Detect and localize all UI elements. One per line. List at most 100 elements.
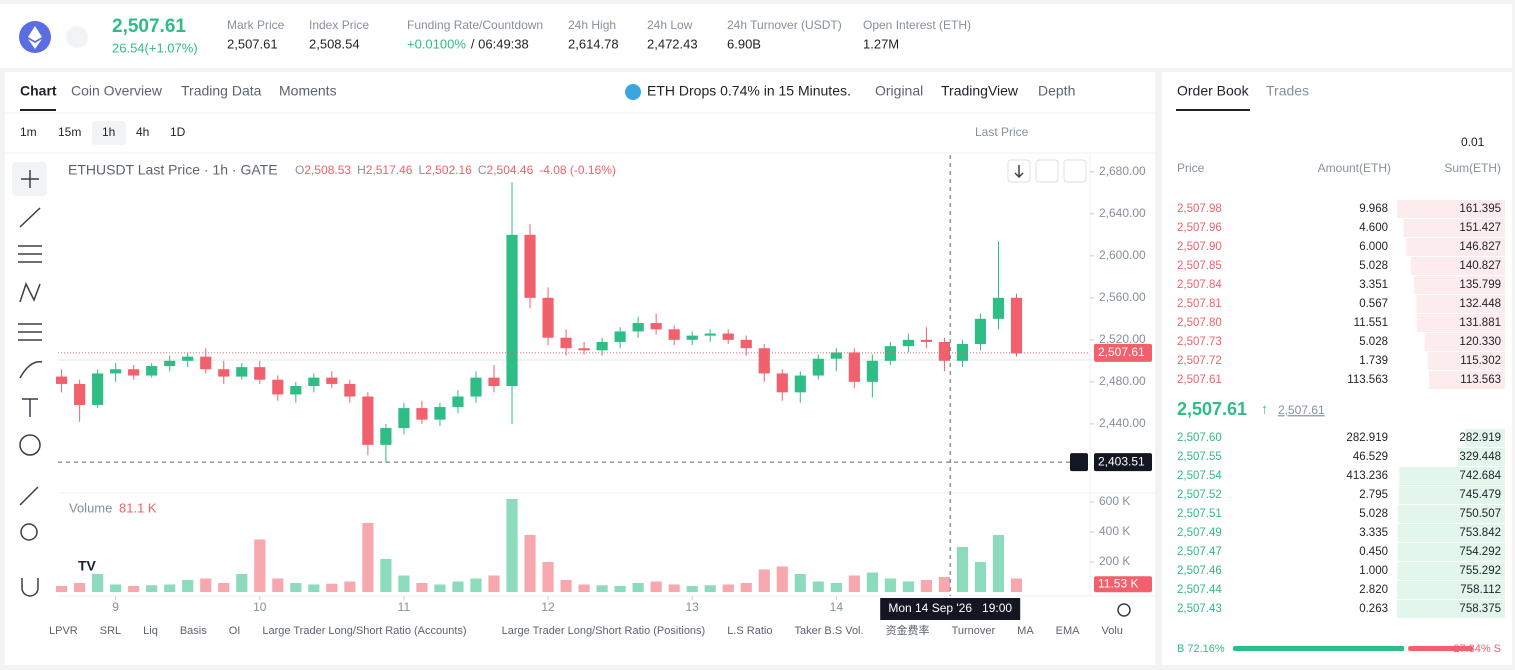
candle-body: [254, 367, 266, 380]
interval[interactable]: 1D: [170, 125, 186, 139]
volume-title: Volume: [69, 500, 112, 515]
ob-tab[interactable]: Trades: [1266, 83, 1309, 99]
view-tab[interactable]: TradingView: [941, 83, 1019, 99]
volume-bar: [1010, 578, 1023, 592]
y-tick-label: 2,440.00: [1099, 416, 1146, 430]
ob-amount: 1.739: [1359, 355, 1388, 367]
stat-value: 1.27M: [863, 36, 899, 51]
sell-ratio: 27.84% S: [1453, 643, 1501, 655]
indicator-tab[interactable]: 资金费率: [886, 623, 930, 637]
indicator-tab[interactable]: Volu: [1102, 625, 1123, 637]
depth-bar: [1399, 467, 1505, 485]
tick-size-select[interactable]: 0.01: [1461, 135, 1485, 149]
depth-bar: [1397, 562, 1505, 580]
candle-body: [560, 337, 572, 349]
stat-value: 2,614.78: [568, 36, 619, 51]
stat-value: 2,472.43: [647, 36, 698, 51]
depth-bar: [1397, 600, 1505, 618]
candle-body: [740, 339, 752, 349]
chart-btn[interactable]: [1063, 159, 1087, 183]
ob-sum: 161.395: [1459, 203, 1501, 215]
indicator-tab[interactable]: LPVR: [49, 625, 78, 637]
ob-column: Amount(ETH): [1318, 161, 1391, 175]
volume-bar: [722, 584, 734, 592]
volume-bar: [290, 582, 302, 592]
interval[interactable]: 4h: [136, 125, 149, 139]
candle-body: [506, 234, 518, 387]
ob-column: Price: [1177, 161, 1205, 175]
text-tool[interactable]: [22, 398, 38, 417]
ohlc-key: C: [478, 163, 487, 177]
y-tick-label: 2,640.00: [1099, 206, 1146, 220]
zoom-tool[interactable]: [20, 523, 38, 541]
last-price: 2,507.61: [112, 16, 186, 37]
depth-bar: [1416, 314, 1505, 332]
brush-tool[interactable]: [19, 361, 43, 379]
ob-tab[interactable]: Order Book: [1177, 83, 1250, 99]
news-ticker[interactable]: ETH Drops 0.74% in 15 Minutes.: [647, 83, 851, 99]
depth-bar: [1424, 333, 1505, 351]
volume-bar: [902, 581, 914, 592]
indicator-tab[interactable]: Large Trader Long/Short Ratio (Positions…: [502, 625, 706, 637]
indicator-tab[interactable]: OI: [229, 625, 241, 637]
volume-bar: [866, 572, 878, 592]
favorite-button[interactable]: [66, 26, 88, 48]
indicator-tab[interactable]: SRL: [100, 625, 121, 637]
emoji-tool[interactable]: [19, 434, 41, 456]
indicator-tab[interactable]: MA: [1017, 625, 1034, 637]
ohlc-key: H: [357, 163, 366, 177]
ob-sum: 753.842: [1459, 527, 1501, 539]
candle-body: [236, 367, 248, 377]
candle-body: [470, 377, 482, 397]
candle-body: [632, 323, 644, 332]
projection-tool[interactable]: [18, 323, 42, 341]
interval[interactable]: 1m: [20, 125, 37, 139]
crosshair-plus[interactable]: [1070, 453, 1088, 472]
candle-body: [74, 383, 86, 405]
volume-bar: [740, 582, 752, 592]
x-tick-label: 9: [112, 600, 119, 614]
ob-amount: 413.236: [1346, 470, 1388, 482]
indicator-tab[interactable]: EMA: [1056, 625, 1081, 637]
price-type-select[interactable]: Last Price: [975, 125, 1029, 139]
settings-icon[interactable]: [1117, 603, 1131, 617]
ob-sum: 750.507: [1459, 508, 1501, 520]
indicator-tab[interactable]: Turnover: [952, 625, 996, 637]
stat-label: Open Interest (ETH): [863, 18, 971, 32]
candle-body: [128, 369, 140, 376]
volume-bar: [470, 578, 482, 592]
stat-label: 24h Low: [647, 18, 693, 32]
indicator-tab[interactable]: Basis: [180, 625, 207, 637]
panel-tab[interactable]: Moments: [279, 83, 337, 99]
interval[interactable]: 15m: [58, 125, 81, 139]
volume-bar: [380, 558, 392, 592]
depth-bar: [1458, 448, 1505, 466]
panel-tab[interactable]: Chart: [20, 83, 57, 99]
panel-tab[interactable]: Trading Data: [181, 83, 262, 99]
indicator-tab[interactable]: Taker B.S Vol.: [794, 625, 863, 637]
ob-amount: 9.968: [1359, 203, 1388, 215]
indicator-tab[interactable]: Large Trader Long/Short Ratio (Accounts): [262, 625, 466, 637]
volume-bar: [110, 584, 122, 592]
ob-sum: 115.302: [1460, 355, 1501, 367]
candle-body: [884, 346, 896, 361]
panel-tab[interactable]: Coin Overview: [71, 83, 163, 99]
magnet-tool[interactable]: [21, 578, 39, 597]
view-tab[interactable]: Original: [875, 83, 923, 99]
candle-body: [92, 373, 104, 405]
chart-btn[interactable]: [1035, 159, 1059, 183]
ob-amount: 46.529: [1353, 451, 1388, 463]
trend-line-tool[interactable]: [19, 207, 41, 228]
volume-bar: [938, 576, 951, 592]
view-tab[interactable]: Depth: [1038, 83, 1075, 99]
measure-tool[interactable]: [19, 486, 39, 506]
volume-bar: [704, 585, 716, 592]
pattern-tool[interactable]: [19, 282, 41, 303]
last-price-label: 2,507.61: [1098, 345, 1145, 359]
fib-tool[interactable]: [18, 245, 42, 263]
stat-extra: / 06:49:38: [471, 36, 529, 51]
indicator-tab[interactable]: Liq: [143, 625, 158, 637]
interval[interactable]: 1h: [102, 125, 115, 139]
ohlc-change: -4.08 (-0.16%): [539, 163, 616, 177]
indicator-tab[interactable]: L.S Ratio: [727, 625, 772, 637]
